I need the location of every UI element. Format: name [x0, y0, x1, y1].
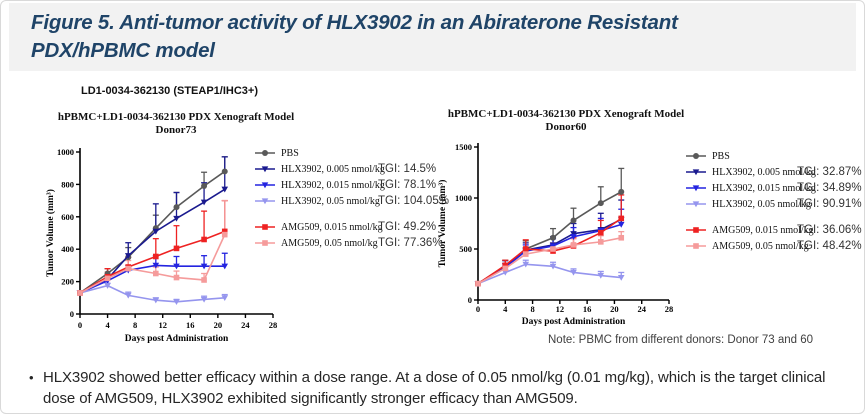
legend-tgi-value: TGI: 49.2%: [378, 221, 437, 233]
svg-text:0: 0: [476, 304, 480, 314]
legend-series-label: HLX3902, 0.015 nmol/kg: [712, 182, 816, 194]
svg-text:600: 600: [61, 212, 74, 222]
legend-tgi-value: TGI: 36.06%: [797, 224, 862, 236]
svg-text:1000: 1000: [455, 193, 472, 203]
legend-series-marker-icon: [686, 227, 706, 233]
svg-text:400: 400: [61, 244, 74, 254]
bullet-marker: •: [29, 370, 34, 385]
svg-text:Days post Administration: Days post Administration: [125, 334, 229, 344]
legend-tgi-value: TGI: 34.89%: [797, 182, 862, 194]
donor73-legend: PBS HLX3902, 0.005 nmol/kg TGI: 14.5% HLX39…: [254, 145, 449, 251]
svg-text:12: 12: [556, 304, 565, 314]
svg-text:20: 20: [214, 320, 223, 330]
svg-text:0: 0: [70, 309, 74, 319]
legend-series-label: HLX3902, 0.015 nmol/kg: [281, 179, 385, 191]
donor60-chart-title: hPBMC+LD1-0034-362130 PDX Xenograft Mode…: [423, 108, 709, 134]
svg-text:1500: 1500: [455, 142, 472, 152]
legend-series-marker-icon: [255, 224, 275, 230]
legend-item: HLX3902, 0.015 nmol/kg TGI: 78.1%: [254, 177, 449, 193]
svg-text:0: 0: [468, 295, 472, 305]
legend-item: PBS: [685, 148, 862, 164]
legend-series-marker-icon: [686, 153, 706, 159]
model-annotation-label: LD1-0034-362130 (STEAP1/IHC3+): [81, 85, 258, 97]
svg-text:500: 500: [459, 244, 472, 254]
svg-text:800: 800: [61, 179, 74, 189]
svg-text:0: 0: [78, 320, 82, 330]
legend-item: AMG509, 0.05 nmol/kg TGI: 48.42%: [685, 238, 862, 254]
svg-text:Tumor Volume (mm³): Tumor Volume (mm³): [437, 180, 448, 268]
legend-tgi-value: TGI: 90.91%: [797, 198, 862, 210]
donor60-chart-title-line: hPBMC+LD1-0034-362130 PDX Xenograft Mode…: [447, 108, 685, 120]
legend-tgi-value: TGI: 32.87%: [797, 166, 862, 178]
legend-series-marker-icon: [686, 243, 706, 249]
legend-series-label: PBS: [712, 150, 730, 162]
svg-text:20: 20: [610, 304, 619, 314]
legend-item: HLX3902, 0.05 nmol/kg TGI: 90.91%: [685, 196, 862, 212]
figure-title-band: [9, 3, 856, 71]
legend-series-label: HLX3902, 0.05 nmol/kg: [712, 198, 811, 210]
donor73-chart-title: hPBMC+LD1-0034-362130 PDX Xenograft Mode…: [33, 111, 319, 137]
legend-series-marker-icon: [255, 240, 275, 246]
donor73-chart-subtitle: Donor73: [155, 124, 197, 136]
legend-series-marker-icon: [255, 166, 275, 173]
svg-text:4: 4: [105, 320, 110, 330]
svg-text:16: 16: [186, 320, 195, 330]
legend-series-label: HLX3902, 0.05 nmol/kg: [281, 195, 380, 207]
legend-series-marker-icon: [686, 169, 706, 176]
donor60-legend: PBS HLX3902, 0.005 nmol/kg TGI: 32.87% HLX3…: [685, 148, 862, 254]
donor73-line-chart: 0 200 400 600 800 1000 0 4 8 12 16 20 24 28 Days post …: [45, 147, 278, 344]
legend-tgi-value: TGI: 14.5%: [378, 163, 437, 175]
legend-tgi-value: TGI: 48.42%: [797, 240, 862, 252]
legend-series-marker-icon: [255, 150, 275, 156]
legend-series-marker-icon: [255, 182, 275, 189]
legend-series-label: PBS: [281, 147, 299, 159]
svg-text:200: 200: [61, 277, 74, 287]
legend-series-label: AMG509, 0.015 nmol/kg: [712, 224, 814, 236]
pbmc-note: Note: PBMC from different donors: Donor …: [548, 334, 814, 346]
figure-title: Figure 5. Anti-tumor activity of HLX3902…: [31, 9, 831, 65]
legend-series-label: AMG509, 0.05 nmol/kg: [281, 237, 378, 249]
legend-series-label: HLX3902, 0.005 nmol/kg: [712, 166, 816, 178]
legend-series-marker-icon: [686, 201, 706, 208]
donor60-line-chart: 0 500 1000 1500 0 4 8 12 16 20 24 28 Days post Admin…: [437, 142, 674, 327]
legend-item: AMG509, 0.015 nmol/kg TGI: 36.06%: [685, 222, 862, 238]
legend-series-label: AMG509, 0.015 nmol/kg: [281, 221, 383, 233]
svg-text:16: 16: [583, 304, 592, 314]
legend-series-label: HLX3902, 0.005 nmol/kg: [281, 163, 385, 175]
svg-text:1000: 1000: [57, 147, 74, 157]
legend-tgi-value: TGI: 77.36%: [378, 237, 443, 249]
legend-series-label: AMG509, 0.05 nmol/kg: [712, 240, 809, 252]
legend-item: AMG509, 0.05 nmol/kg TGI: 77.36%: [254, 235, 449, 251]
legend-series-marker-icon: [686, 185, 706, 192]
legend-tgi-value: TGI: 78.1%: [378, 179, 437, 191]
legend-item: AMG509, 0.015 nmol/kg TGI: 49.2%: [254, 219, 449, 235]
svg-text:24: 24: [637, 304, 646, 314]
svg-text:Tumor Volume (mm³): Tumor Volume (mm³): [45, 189, 56, 277]
donor60-chart-subtitle: Donor60: [545, 121, 587, 133]
svg-text:24: 24: [241, 320, 250, 330]
legend-tgi-value: TGI: 104.05%: [378, 195, 449, 207]
donor73-chart-title-line: hPBMC+LD1-0034-362130 PDX Xenograft Mode…: [57, 111, 295, 123]
conclusion-bullet: • HLX3902 showed better efficacy within …: [29, 367, 841, 409]
svg-text:12: 12: [158, 320, 167, 330]
figure-title-line1: Figure 5. Anti-tumor activity of HLX3902…: [31, 11, 678, 34]
legend-item: PBS: [254, 145, 449, 161]
legend-series-marker-icon: [255, 198, 275, 205]
legend-item: HLX3902, 0.005 nmol/kg TGI: 14.5%: [254, 161, 449, 177]
legend-item: HLX3902, 0.005 nmol/kg TGI: 32.87%: [685, 164, 862, 180]
svg-text:4: 4: [503, 304, 508, 314]
legend-item: HLX3902, 0.015 nmol/kg TGI: 34.89%: [685, 180, 862, 196]
legend-item: HLX3902, 0.05 nmol/kg TGI: 104.05%: [254, 193, 449, 209]
svg-text:8: 8: [133, 320, 137, 330]
svg-text:Days post Administration: Days post Administration: [522, 317, 626, 327]
figure-title-line2: PDX/hPBMC model: [31, 39, 215, 62]
conclusion-text: HLX3902 showed better efficacy within a …: [43, 369, 826, 407]
svg-text:8: 8: [530, 304, 534, 314]
svg-text:28: 28: [269, 320, 278, 330]
svg-text:28: 28: [665, 304, 674, 314]
